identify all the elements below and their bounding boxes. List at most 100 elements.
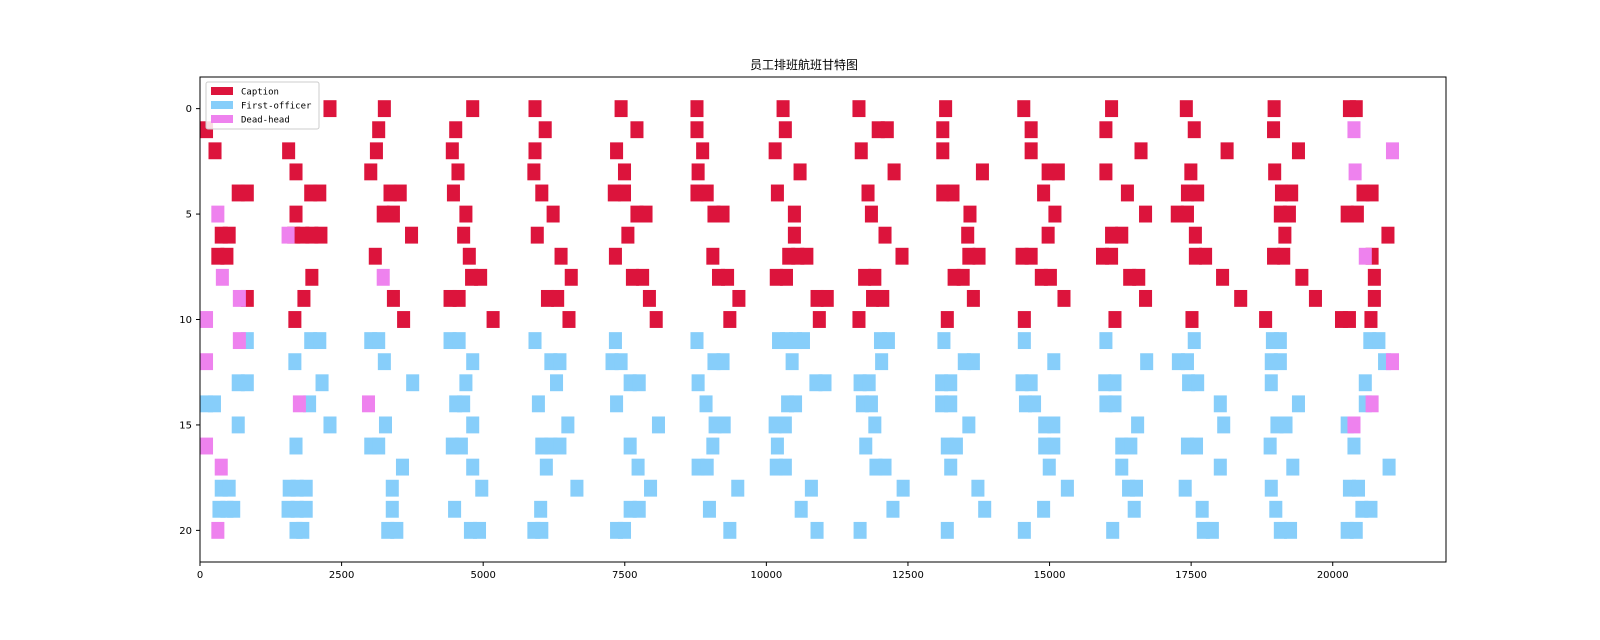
flight-bar-caption bbox=[690, 121, 704, 139]
flight-bar-caption bbox=[621, 226, 635, 244]
flight-bar-first-officer bbox=[553, 353, 567, 371]
flight-bar-caption bbox=[608, 247, 622, 265]
flight-bar-caption bbox=[1381, 226, 1395, 244]
flight-bar-first-officer bbox=[949, 437, 963, 455]
x-tick-label: 5000 bbox=[470, 570, 495, 581]
flight-bar-first-officer bbox=[716, 353, 730, 371]
flight-bar-caption bbox=[878, 226, 892, 244]
flight-bar-caption bbox=[1099, 163, 1113, 181]
legend-label: Dead-head bbox=[241, 116, 290, 126]
y-tick-label: 0 bbox=[186, 104, 192, 115]
flight-bar-caption bbox=[936, 142, 950, 160]
flight-bar-first-officer bbox=[962, 416, 976, 434]
flight-bar-caption bbox=[386, 205, 400, 223]
flight-bar-first-officer bbox=[313, 332, 327, 350]
flight-bar-caption bbox=[721, 268, 735, 286]
flight-bar-caption bbox=[787, 205, 801, 223]
flight-bar-first-officer bbox=[457, 395, 471, 413]
flight-bar-first-officer bbox=[231, 416, 245, 434]
flight-bar-first-officer bbox=[862, 374, 876, 392]
flight-bar-first-officer bbox=[971, 479, 985, 497]
flight-bar-first-officer bbox=[395, 458, 409, 476]
flight-bar-dead-head bbox=[211, 521, 225, 539]
flight-bar-caption bbox=[220, 247, 234, 265]
flight-bar-caption bbox=[861, 184, 875, 202]
flight-bar-caption bbox=[1170, 205, 1184, 223]
flight-bar-first-officer bbox=[690, 332, 704, 350]
flight-bar-caption bbox=[864, 205, 878, 223]
flight-bar-caption bbox=[1342, 311, 1356, 328]
flight-bar-caption bbox=[452, 289, 466, 307]
flight-bar-caption bbox=[289, 163, 303, 181]
legend-label: First-officer bbox=[241, 102, 312, 112]
flight-bar-first-officer bbox=[796, 332, 810, 350]
flight-bar-caption bbox=[1191, 184, 1205, 202]
flight-bar-first-officer bbox=[1349, 521, 1363, 539]
flight-bar-caption bbox=[397, 311, 411, 328]
legend-label: Caption bbox=[241, 88, 279, 98]
flight-bar-caption bbox=[700, 184, 714, 202]
flight-bar-caption bbox=[854, 142, 868, 160]
flight-bar-first-officer bbox=[632, 374, 646, 392]
x-tick-label: 17500 bbox=[1175, 570, 1207, 581]
flight-bar-caption bbox=[1365, 184, 1379, 202]
flight-bar-caption bbox=[393, 184, 407, 202]
flight-bar-caption bbox=[1367, 268, 1381, 286]
flight-bar-dead-head bbox=[1348, 163, 1362, 181]
flight-bar-first-officer bbox=[299, 500, 313, 518]
flight-bar-first-officer bbox=[534, 500, 548, 518]
flight-bar-caption bbox=[690, 184, 704, 202]
flight-bar-first-officer bbox=[789, 395, 803, 413]
flight-bar-dead-head bbox=[292, 395, 306, 413]
flight-bar-first-officer bbox=[1273, 521, 1287, 539]
flight-bar-caption bbox=[1340, 205, 1354, 223]
flight-bar-first-officer bbox=[1264, 479, 1278, 497]
legend-swatch bbox=[211, 101, 233, 109]
flight-bar-first-officer bbox=[1291, 395, 1305, 413]
flight-bar-caption bbox=[810, 289, 824, 307]
flight-bar-first-officer bbox=[539, 458, 553, 476]
flight-bar-caption bbox=[1099, 121, 1113, 139]
flight-bar-first-officer bbox=[1180, 353, 1194, 371]
flight-bar-first-officer bbox=[1191, 374, 1205, 392]
flight-bar-caption bbox=[364, 163, 378, 181]
flight-bar-first-officer bbox=[940, 521, 954, 539]
flight-bar-first-officer bbox=[466, 458, 480, 476]
flight-bar-caption bbox=[625, 268, 639, 286]
flight-bar-dead-head bbox=[1385, 142, 1399, 160]
flight-bar-caption bbox=[956, 268, 970, 286]
flight-bar-first-officer bbox=[810, 521, 824, 539]
flight-bar-caption bbox=[1184, 163, 1198, 181]
flight-bar-first-officer bbox=[608, 332, 622, 350]
flight-bar-first-officer bbox=[459, 374, 473, 392]
flight-bar-caption bbox=[240, 184, 254, 202]
flight-bar-caption bbox=[691, 163, 705, 181]
flight-bar-first-officer bbox=[886, 500, 900, 518]
flight-bar-caption bbox=[564, 268, 578, 286]
flight-bar-first-officer bbox=[1286, 458, 1300, 476]
flight-bar-caption bbox=[770, 184, 784, 202]
flight-bar-caption bbox=[1259, 311, 1273, 328]
flight-bar-caption bbox=[538, 121, 552, 139]
flight-bar-caption bbox=[535, 184, 549, 202]
flight-bar-first-officer bbox=[454, 437, 468, 455]
flight-bar-dead-head bbox=[1385, 353, 1399, 371]
flight-bar-first-officer bbox=[1190, 437, 1204, 455]
flight-bar-caption bbox=[313, 184, 327, 202]
flight-bar-dead-head bbox=[211, 205, 225, 223]
flight-bar-caption bbox=[562, 311, 576, 328]
flight-bar-caption bbox=[369, 142, 383, 160]
flight-bar-caption bbox=[1350, 205, 1364, 223]
flight-bar-first-officer bbox=[1264, 374, 1278, 392]
flight-bar-caption bbox=[1132, 268, 1146, 286]
flight-bar-dead-head bbox=[1365, 395, 1379, 413]
flight-bar-caption bbox=[961, 226, 975, 244]
x-tick-label: 10000 bbox=[750, 570, 782, 581]
flight-bar-first-officer bbox=[1187, 332, 1201, 350]
flight-bar-caption bbox=[377, 100, 391, 118]
flight-bar-first-officer bbox=[1372, 332, 1386, 350]
flight-bar-first-officer bbox=[1047, 353, 1061, 371]
flight-bar-first-officer bbox=[651, 416, 665, 434]
flight-bar-caption bbox=[1024, 142, 1038, 160]
flight-bar-first-officer bbox=[1047, 416, 1061, 434]
